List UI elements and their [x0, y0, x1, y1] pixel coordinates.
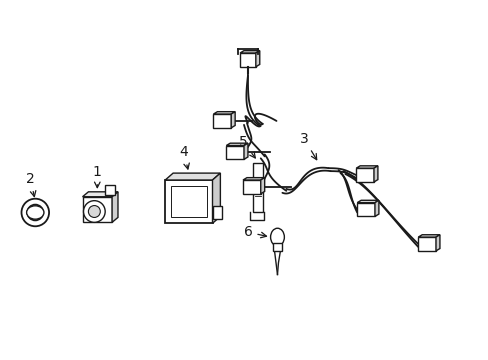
Polygon shape — [231, 112, 235, 128]
Text: 4: 4 — [179, 145, 189, 169]
Polygon shape — [356, 166, 377, 168]
Polygon shape — [165, 173, 220, 180]
Ellipse shape — [26, 206, 44, 219]
Bar — [212, 206, 222, 219]
Polygon shape — [260, 177, 264, 194]
Text: 1: 1 — [93, 165, 102, 188]
Polygon shape — [243, 177, 264, 180]
Polygon shape — [357, 200, 378, 203]
Circle shape — [83, 201, 105, 222]
Bar — [252, 163, 262, 212]
Bar — [272, 243, 282, 251]
Polygon shape — [373, 166, 377, 182]
Text: 5: 5 — [238, 135, 255, 158]
Polygon shape — [240, 51, 259, 53]
Bar — [165, 180, 212, 223]
Bar — [357, 203, 374, 216]
Bar — [240, 53, 255, 67]
Circle shape — [27, 204, 43, 220]
Bar — [243, 180, 260, 194]
Bar — [226, 145, 244, 159]
Bar — [417, 237, 435, 251]
Polygon shape — [112, 192, 118, 222]
Bar — [213, 114, 231, 128]
Circle shape — [88, 206, 100, 217]
Bar — [82, 197, 112, 222]
Ellipse shape — [270, 228, 284, 246]
Bar — [171, 186, 206, 217]
Text: 6: 6 — [243, 225, 266, 239]
Polygon shape — [374, 200, 378, 216]
Polygon shape — [226, 143, 247, 145]
Polygon shape — [435, 235, 439, 251]
Text: 3: 3 — [299, 132, 316, 160]
Polygon shape — [417, 235, 439, 237]
Circle shape — [21, 199, 49, 226]
Polygon shape — [82, 192, 118, 197]
Polygon shape — [244, 143, 247, 159]
Bar — [105, 185, 115, 195]
Text: 2: 2 — [26, 172, 36, 197]
Polygon shape — [212, 173, 220, 223]
Bar — [356, 168, 373, 182]
Polygon shape — [255, 51, 259, 67]
Polygon shape — [213, 112, 235, 114]
